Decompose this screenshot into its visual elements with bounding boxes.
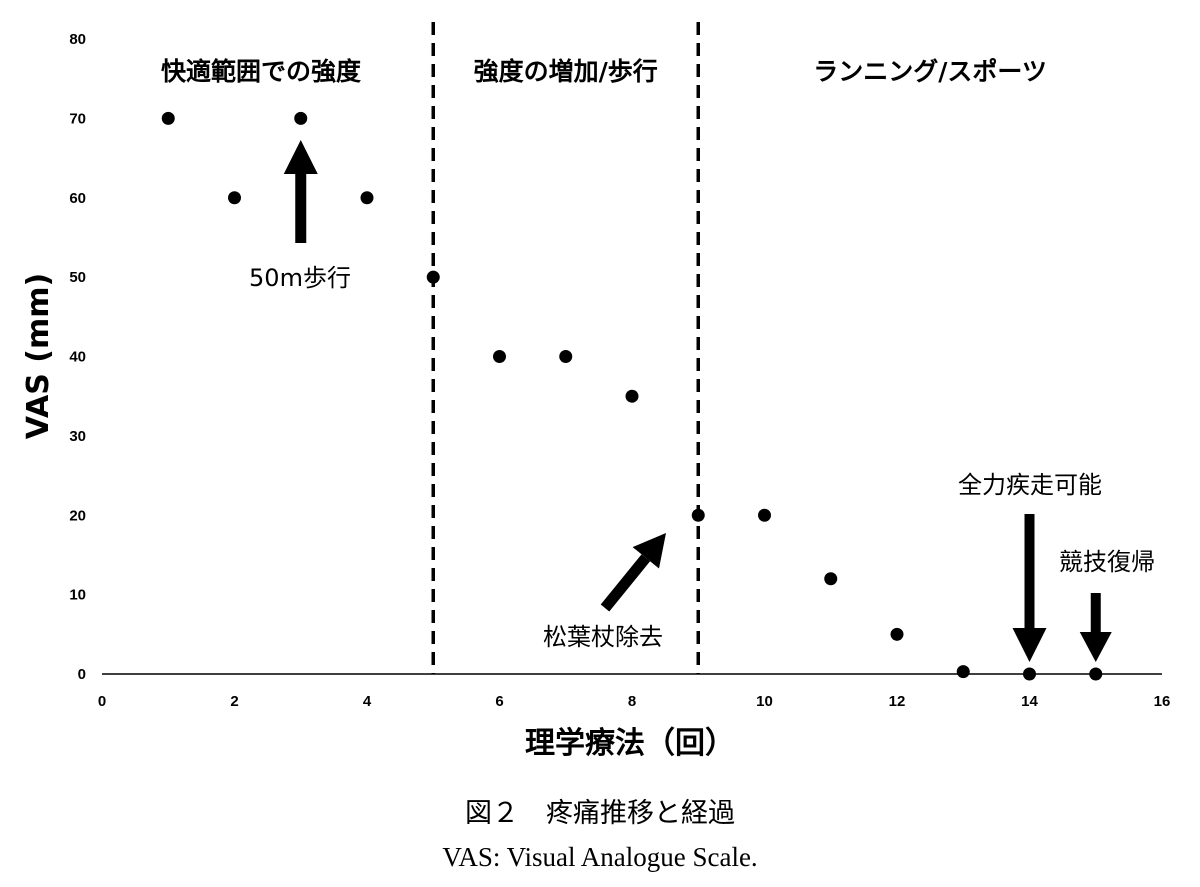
data-point <box>559 350 573 363</box>
data-point <box>1023 667 1036 681</box>
x-tick-label: 16 <box>1154 693 1171 710</box>
data-point <box>956 665 970 679</box>
data-point <box>426 270 440 284</box>
data-point <box>360 191 374 205</box>
data-point <box>161 111 175 125</box>
x-tick-labels: 0 2 4 6 8 10 12 14 16 <box>98 693 1171 710</box>
data-point <box>824 572 838 586</box>
phase-label: 快適範囲での強度 <box>161 57 361 86</box>
x-tick-label: 14 <box>1021 693 1038 710</box>
phase-label: ランニング/スポーツ <box>813 57 1047 86</box>
annotation-label: 全力疾走可能 <box>958 471 1102 499</box>
phase-labels: 快適範囲での強度 強度の増加/歩行 ランニング/スポーツ <box>161 57 1047 86</box>
y-tick-label: 20 <box>69 507 86 524</box>
x-tick-label: 2 <box>230 693 238 710</box>
data-points <box>161 111 1103 681</box>
annotation-arrow-shaft <box>600 554 651 612</box>
annotation-arrow-head <box>1079 632 1112 662</box>
data-point <box>625 389 639 403</box>
y-tick-label: 40 <box>69 349 86 366</box>
annotation-arrow-head <box>283 140 318 174</box>
annotation-label: 50m歩行 <box>249 264 351 292</box>
data-point <box>691 508 705 522</box>
figure-caption-title: 図２ 疼痛推移と経過 <box>465 798 735 829</box>
annotation-arrow-head <box>1012 628 1047 662</box>
y-tick-label: 10 <box>69 587 86 604</box>
y-tick-label: 0 <box>78 666 86 683</box>
data-point <box>493 350 506 363</box>
data-point <box>758 508 771 522</box>
y-tick-label: 30 <box>69 428 86 445</box>
annotation-label: 競技復帰 <box>1059 548 1155 576</box>
y-tick-label: 70 <box>69 110 86 127</box>
figure-caption-note: VAS: Visual Analogue Scale. <box>442 842 757 872</box>
y-tick-label: 60 <box>69 190 86 207</box>
annotation-label: 松葉杖除去 <box>543 623 663 651</box>
y-axis-label: VAS (mm) <box>21 273 56 439</box>
y-tick-label: 50 <box>69 269 86 286</box>
x-tick-label: 10 <box>756 693 773 710</box>
phase-dividers <box>431 22 700 674</box>
annotation-arrows <box>283 140 1112 662</box>
phase-label: 強度の増加/歩行 <box>474 57 658 86</box>
data-point <box>294 111 308 125</box>
data-point <box>1089 667 1103 681</box>
x-tick-label: 4 <box>363 693 372 710</box>
data-point <box>890 627 904 641</box>
x-tick-label: 8 <box>628 693 636 710</box>
x-tick-label: 6 <box>495 693 503 710</box>
data-point <box>228 191 241 205</box>
x-axis-label: 理学療法（回） <box>525 726 735 761</box>
y-tick-label: 80 <box>69 31 86 48</box>
x-tick-label: 0 <box>98 693 106 710</box>
x-tick-label: 12 <box>889 693 906 710</box>
y-tick-labels: 0 10 20 30 40 50 60 70 80 <box>69 31 86 683</box>
annotation-arrow-head <box>632 533 666 569</box>
